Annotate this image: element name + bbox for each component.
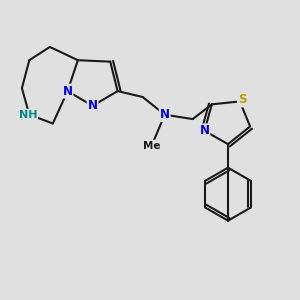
Text: Me: Me [143,141,160,151]
Text: N: N [63,85,73,98]
Text: S: S [238,93,246,106]
Text: N: N [200,124,209,137]
Text: N: N [160,108,170,121]
Text: N: N [88,99,98,112]
Text: NH: NH [19,110,37,120]
